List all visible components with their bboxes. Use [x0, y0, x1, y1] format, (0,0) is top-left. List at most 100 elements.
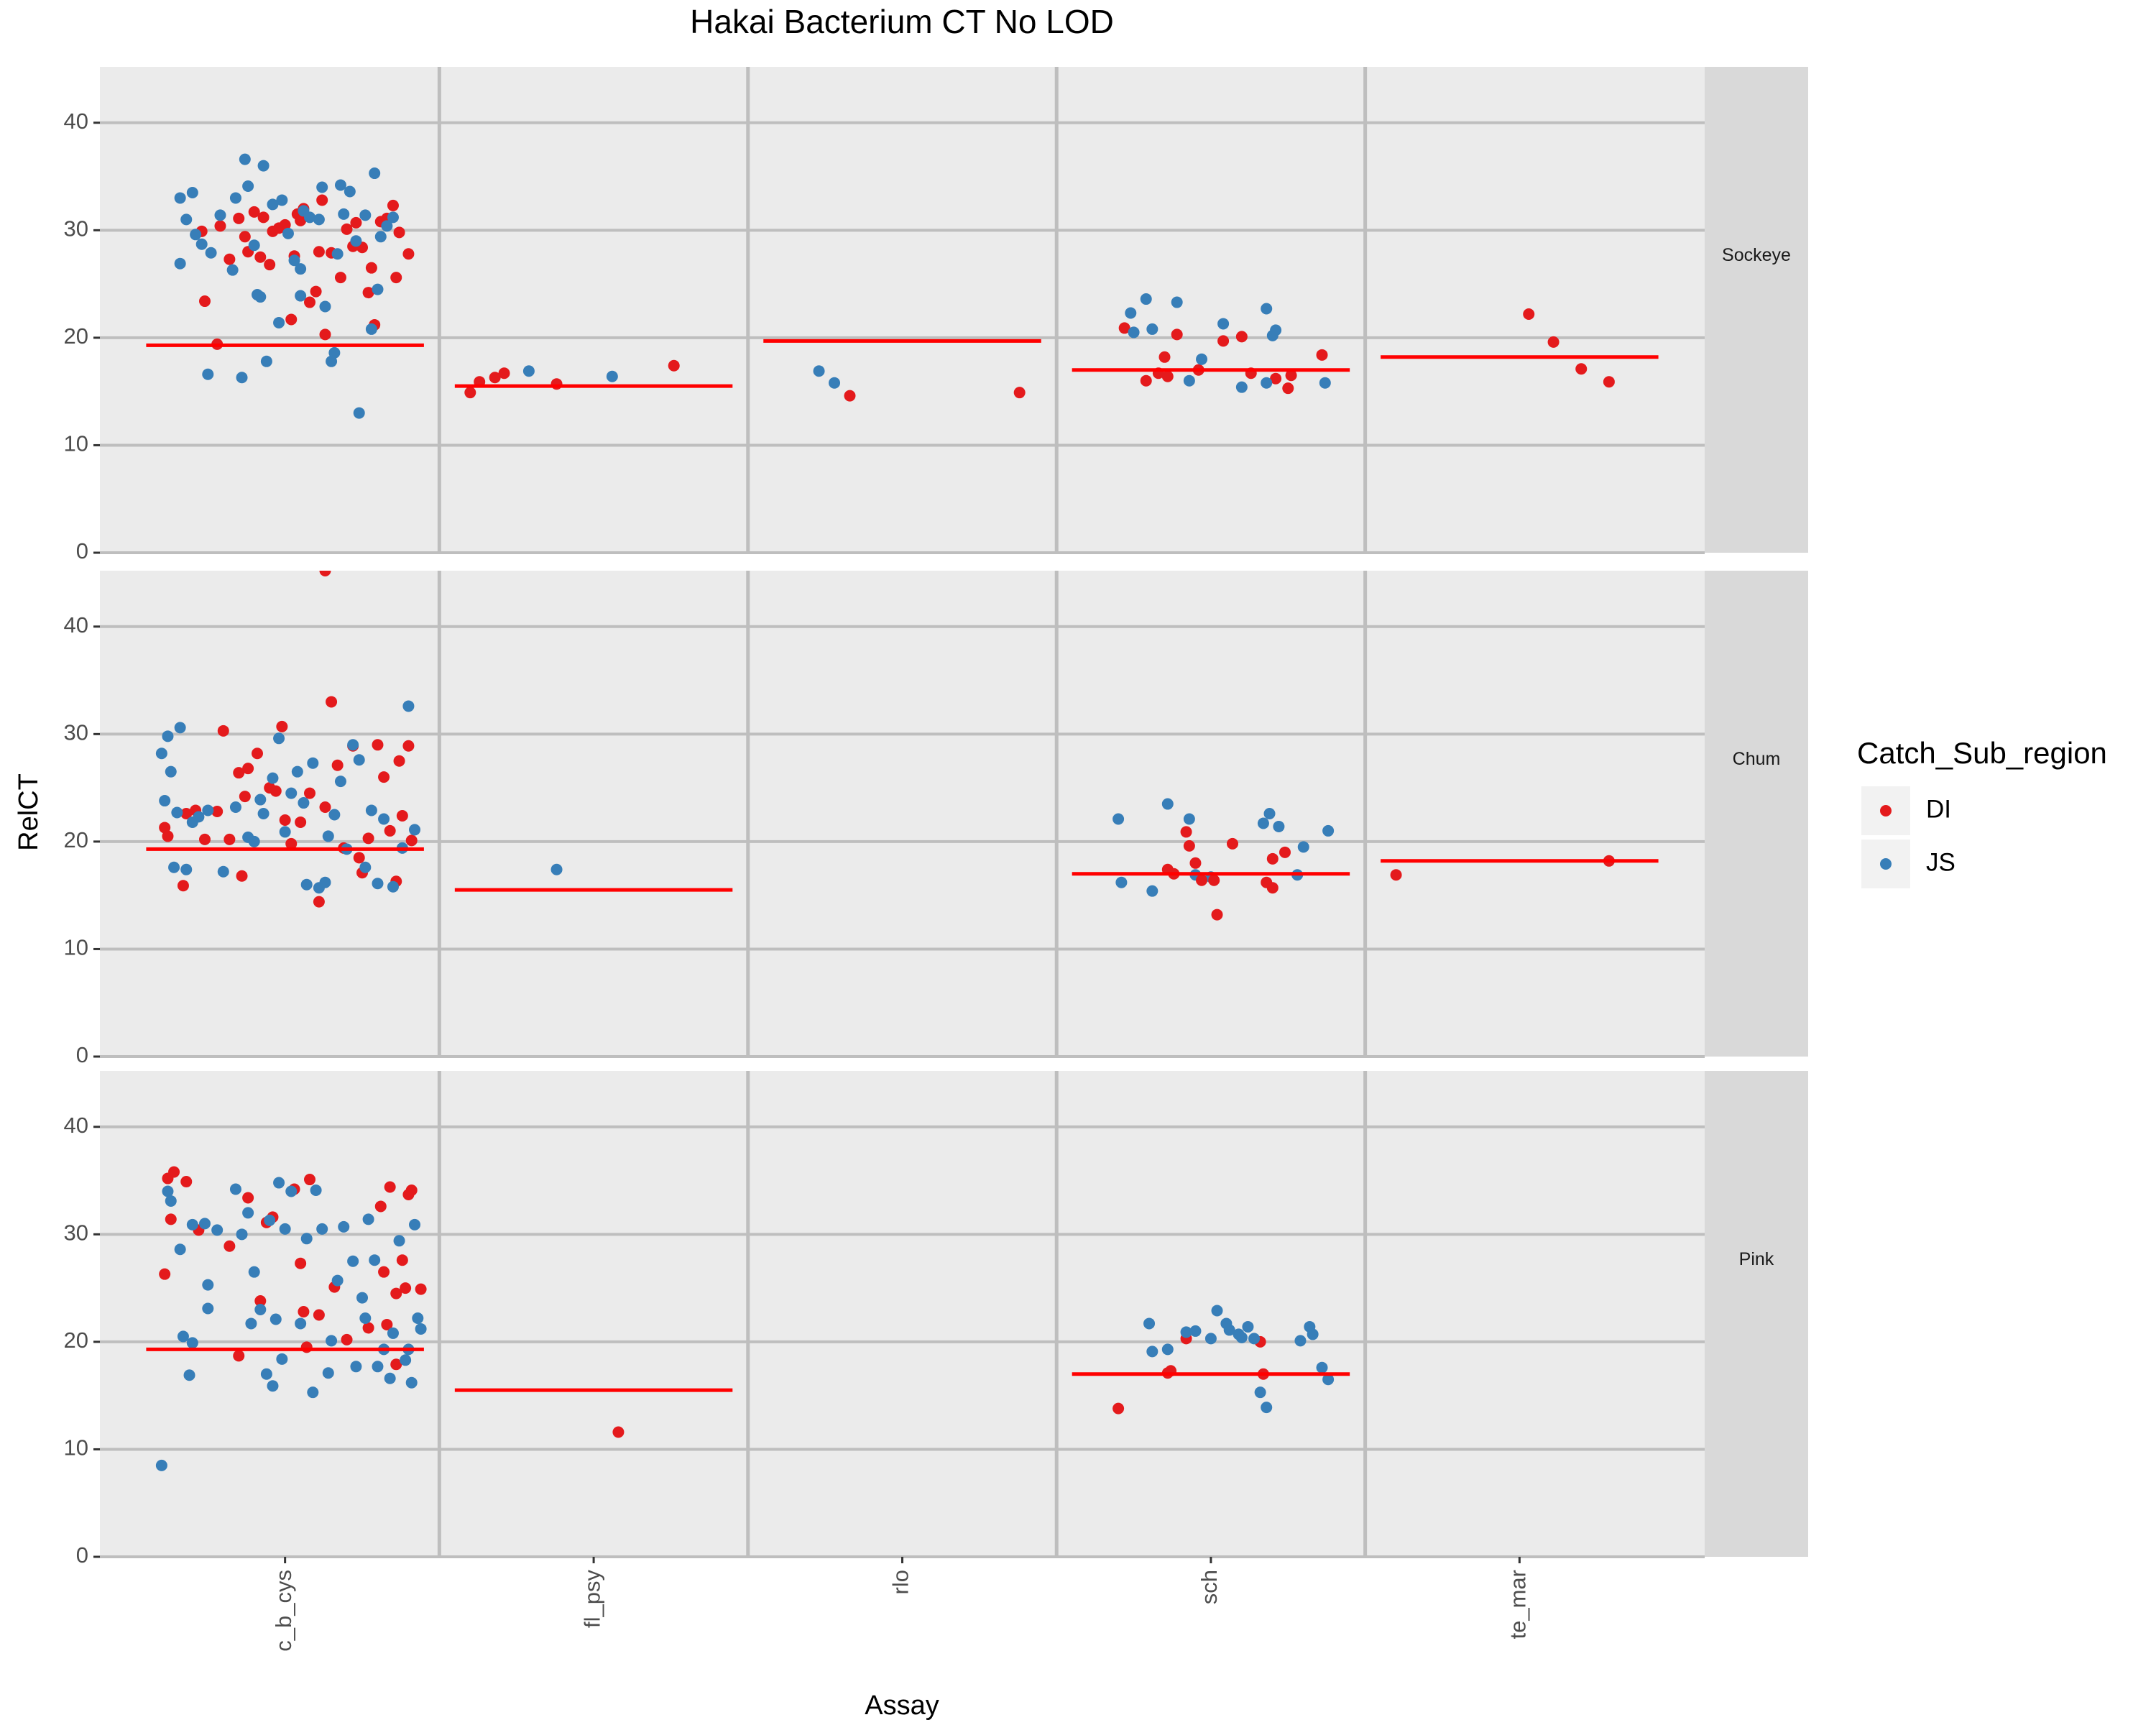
point — [1285, 369, 1297, 382]
point — [180, 213, 193, 226]
point — [245, 1317, 257, 1330]
point — [252, 748, 264, 760]
point — [177, 880, 189, 892]
point — [1282, 382, 1294, 395]
point — [338, 1220, 350, 1233]
point — [313, 896, 325, 908]
point — [412, 1312, 424, 1324]
y-axis-title: RelCT — [14, 773, 44, 851]
point — [387, 880, 399, 893]
point — [267, 772, 279, 784]
point — [233, 1350, 245, 1362]
point — [229, 801, 241, 814]
point — [1242, 1320, 1254, 1333]
strip-background — [1705, 571, 1808, 1057]
point — [214, 209, 226, 221]
point — [1115, 876, 1128, 888]
point — [1183, 374, 1195, 387]
point — [362, 287, 374, 299]
point — [1217, 318, 1230, 330]
point — [1575, 363, 1588, 375]
point — [409, 1218, 421, 1230]
point — [378, 1266, 390, 1278]
point — [402, 248, 415, 260]
point — [214, 220, 226, 232]
point — [1161, 798, 1174, 810]
point — [362, 1322, 374, 1334]
point — [1183, 840, 1195, 852]
point — [341, 1333, 353, 1346]
point — [257, 808, 270, 819]
point — [353, 407, 365, 419]
y-tick-label: 40 — [64, 109, 88, 134]
point — [273, 1177, 285, 1189]
point — [390, 1358, 402, 1371]
point — [844, 390, 856, 402]
point — [384, 824, 396, 837]
point — [1270, 324, 1282, 336]
point — [1180, 1326, 1192, 1338]
point — [331, 759, 344, 771]
point — [276, 194, 288, 206]
y-tick-label: 0 — [76, 538, 88, 564]
panel-background — [100, 67, 1705, 553]
point — [180, 1176, 193, 1188]
point — [402, 700, 415, 712]
point — [159, 1268, 171, 1280]
point — [285, 787, 298, 799]
point — [1263, 808, 1276, 819]
point — [239, 231, 251, 243]
legend-marker — [1880, 858, 1892, 870]
point — [347, 1255, 359, 1267]
point — [298, 797, 310, 809]
strip-label: Chum — [1733, 749, 1781, 769]
point — [1189, 857, 1202, 869]
point — [322, 1367, 334, 1379]
point — [300, 1233, 313, 1245]
point — [295, 1257, 307, 1269]
y-tick-label: 10 — [64, 1435, 88, 1460]
point — [331, 1274, 344, 1287]
point — [393, 1235, 405, 1247]
point — [319, 328, 331, 341]
panel-background — [100, 1071, 1705, 1557]
point — [372, 878, 384, 890]
point — [1297, 841, 1309, 853]
point — [415, 1322, 427, 1335]
point — [224, 833, 236, 845]
point — [829, 377, 841, 389]
point — [248, 239, 260, 252]
point — [162, 1185, 174, 1197]
point — [1319, 377, 1331, 389]
point — [378, 771, 390, 783]
point — [1171, 328, 1183, 341]
point — [1146, 1346, 1158, 1358]
point — [338, 208, 350, 220]
point — [298, 1306, 310, 1318]
point — [1270, 372, 1282, 385]
point — [183, 1369, 195, 1381]
point — [313, 246, 325, 258]
point — [1261, 377, 1273, 389]
point — [155, 748, 167, 760]
point — [260, 355, 272, 367]
point — [369, 167, 381, 180]
point — [356, 1292, 369, 1304]
point — [155, 1459, 167, 1471]
y-tick-label: 40 — [64, 612, 88, 638]
point — [1112, 1402, 1125, 1414]
point — [319, 876, 331, 888]
point — [1128, 326, 1140, 339]
point — [1143, 1317, 1156, 1330]
point — [1196, 874, 1208, 886]
point — [248, 1266, 260, 1278]
point — [177, 1330, 189, 1343]
point — [612, 1426, 625, 1438]
point — [288, 254, 300, 267]
point — [1161, 1343, 1174, 1356]
point — [1171, 296, 1183, 308]
point — [199, 1218, 211, 1230]
point — [295, 816, 307, 828]
y-tick-label: 0 — [76, 1542, 88, 1568]
point — [267, 225, 279, 237]
